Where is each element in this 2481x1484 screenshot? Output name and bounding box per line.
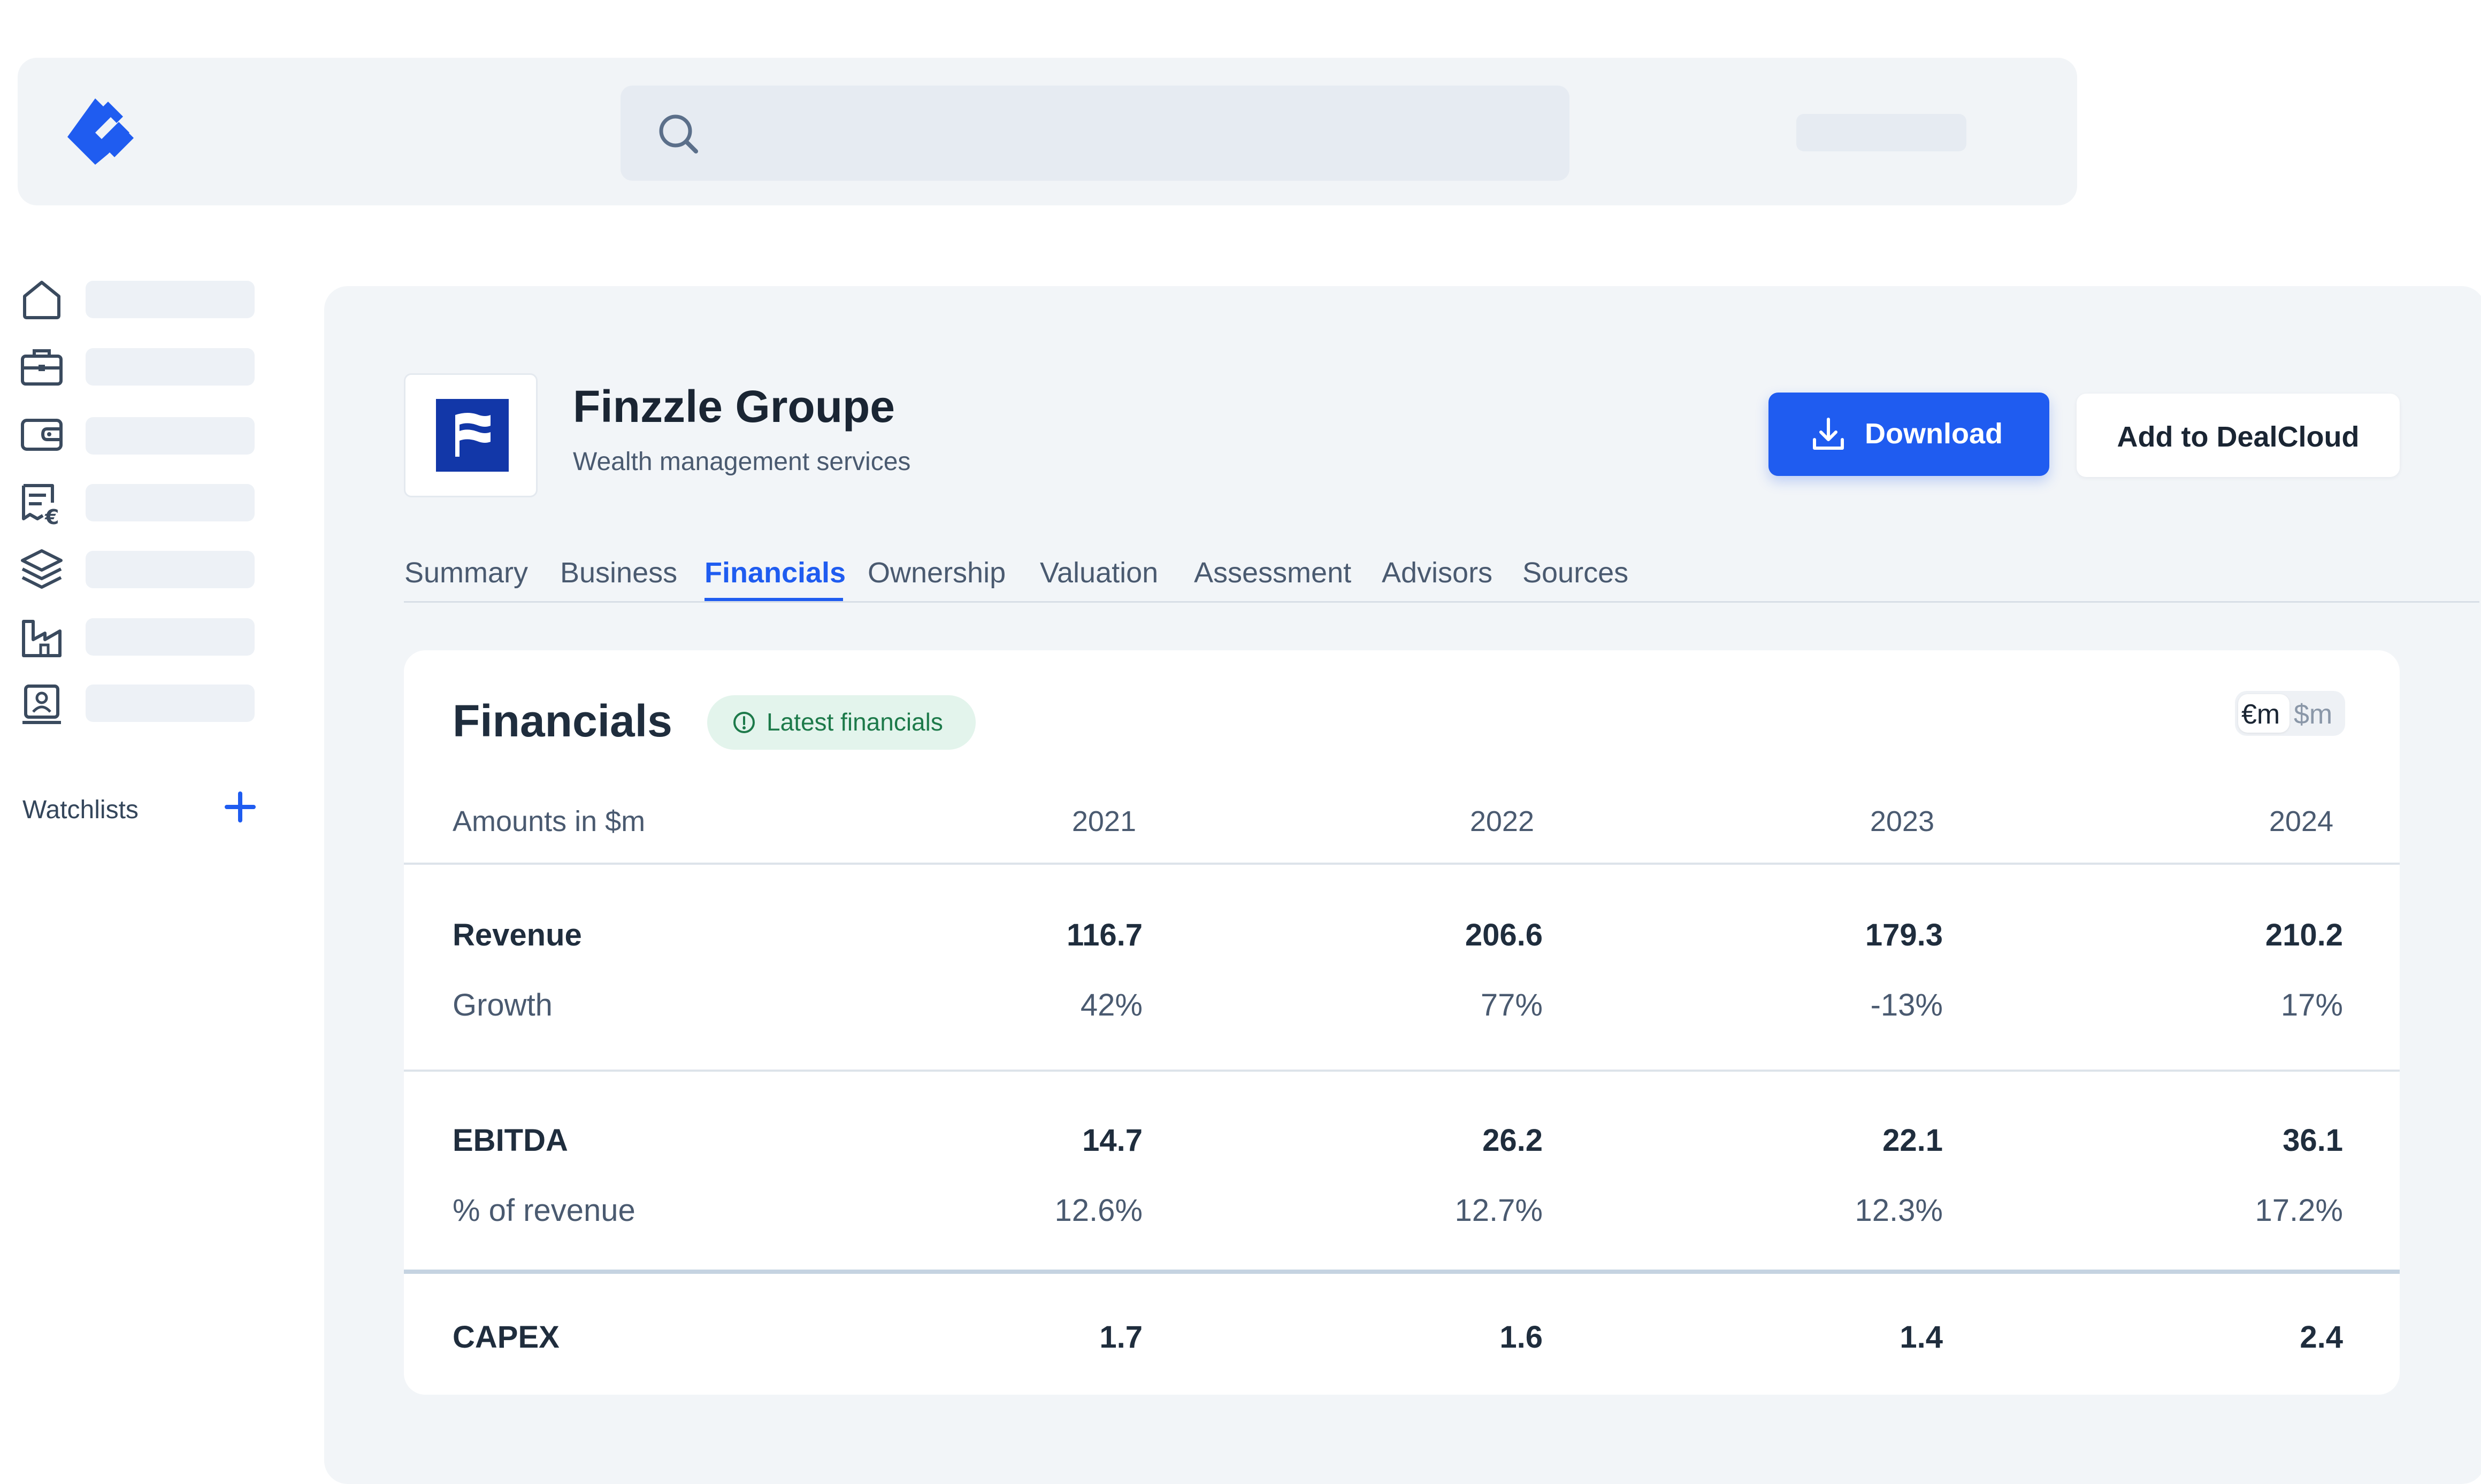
tab-valuation[interactable]: Valuation <box>1040 557 1159 589</box>
watchlists-label: Watchlists <box>22 796 139 824</box>
flag-icon <box>455 413 491 457</box>
table-cell: 206.6 <box>1465 918 1543 952</box>
table-cell: 42% <box>1080 988 1143 1022</box>
wallet-icon[interactable] <box>19 412 64 457</box>
add-to-dealcloud-label: Add to DealCloud <box>2117 421 2360 453</box>
tab-assessment[interactable]: Assessment <box>1194 557 1352 589</box>
amounts-label: Amounts in $m <box>453 805 646 837</box>
year-header: 2023 <box>1870 805 1934 837</box>
row-label-ebitda: EBITDA <box>453 1123 568 1158</box>
currency-toggle-selected <box>2238 694 2289 733</box>
table-cell: 2.4 <box>2300 1320 2343 1355</box>
download-icon <box>1813 418 1844 450</box>
active-tab-indicator <box>705 598 843 601</box>
home-icon[interactable] <box>19 277 64 322</box>
currency-option-eur[interactable]: €m <box>2241 699 2280 730</box>
svg-text:€: € <box>44 505 59 526</box>
table-cell: 36.1 <box>2283 1123 2343 1158</box>
download-button[interactable]: Download <box>1768 393 2049 476</box>
table-cell: 77% <box>1480 988 1543 1022</box>
latest-financials-label: Latest financials <box>767 708 943 736</box>
sidebar-item-placeholder[interactable] <box>86 348 255 386</box>
table-cell: 12.6% <box>1054 1193 1143 1228</box>
currency-option-usd[interactable]: $m <box>2294 699 2333 730</box>
table-cell: 22.1 <box>1882 1123 1943 1158</box>
user-menu-placeholder[interactable] <box>1796 114 1966 151</box>
sidebar-item-placeholder[interactable] <box>86 551 255 588</box>
sidebar-item-placeholder[interactable] <box>86 685 255 722</box>
row-label-revenue: Revenue <box>453 918 582 952</box>
table-cell: 12.7% <box>1454 1193 1543 1228</box>
row-label-capex: CAPEX <box>453 1320 560 1355</box>
row-label-percent-of-revenue: % of revenue <box>453 1193 635 1228</box>
table-cell: 14.7 <box>1082 1123 1143 1158</box>
invoice-euro-icon[interactable]: € <box>19 481 64 526</box>
table-cell: 210.2 <box>2265 918 2343 952</box>
table-cell: 26.2 <box>1482 1123 1543 1158</box>
factory-icon[interactable] <box>19 615 64 660</box>
app-logo-icon[interactable] <box>63 94 138 169</box>
tab-ownership[interactable]: Ownership <box>868 557 1006 589</box>
year-header: 2021 <box>1071 805 1136 837</box>
table-cell: 1.4 <box>1900 1320 1943 1355</box>
briefcase-icon[interactable] <box>19 344 64 389</box>
tab-business[interactable]: Business <box>560 557 678 589</box>
table-cell: 1.6 <box>1499 1320 1543 1355</box>
table-cell: 12.3% <box>1855 1193 1943 1228</box>
table-cell: 17% <box>2280 988 2343 1022</box>
tab-summary[interactable]: Summary <box>404 557 529 589</box>
company-name: Finzzle Groupe <box>573 381 895 432</box>
tab-sources[interactable]: Sources <box>1522 557 1629 589</box>
table-cell: 1.7 <box>1099 1320 1143 1355</box>
table-divider <box>404 863 2400 865</box>
sidebar-item-placeholder[interactable] <box>86 484 255 521</box>
financials-title: Financials <box>453 696 672 746</box>
sidebar-item-placeholder[interactable] <box>86 618 255 656</box>
year-header: 2024 <box>2269 805 2333 837</box>
search-input[interactable] <box>621 86 1569 181</box>
sidebar-item-placeholder[interactable] <box>86 417 255 455</box>
company-description: Wealth management services <box>573 448 911 476</box>
table-divider <box>404 1070 2400 1072</box>
table-cell: 179.3 <box>1865 918 1943 952</box>
tab-advisors[interactable]: Advisors <box>1382 557 1493 589</box>
tab-financials[interactable]: Financials <box>705 557 846 589</box>
tabs-divider <box>404 601 2479 603</box>
table-cell: 17.2% <box>2255 1193 2343 1228</box>
search-icon <box>659 114 698 153</box>
info-circle-icon <box>733 712 755 733</box>
table-cell: -13% <box>1870 988 1943 1022</box>
download-button-label: Download <box>1865 418 2003 450</box>
latest-financials-badge <box>707 695 976 750</box>
add-watchlist-plus-icon[interactable] <box>223 789 258 825</box>
year-header: 2022 <box>1469 805 1534 837</box>
company-logo <box>436 399 509 472</box>
layers-icon[interactable] <box>19 547 64 591</box>
table-divider <box>404 1270 2400 1274</box>
sidebar-item-placeholder[interactable] <box>86 281 255 318</box>
row-label-growth: Growth <box>453 988 553 1022</box>
add-to-dealcloud-button[interactable]: Add to DealCloud <box>2077 394 2400 477</box>
table-cell: 116.7 <box>1067 918 1143 952</box>
contact-card-icon[interactable] <box>19 682 64 727</box>
